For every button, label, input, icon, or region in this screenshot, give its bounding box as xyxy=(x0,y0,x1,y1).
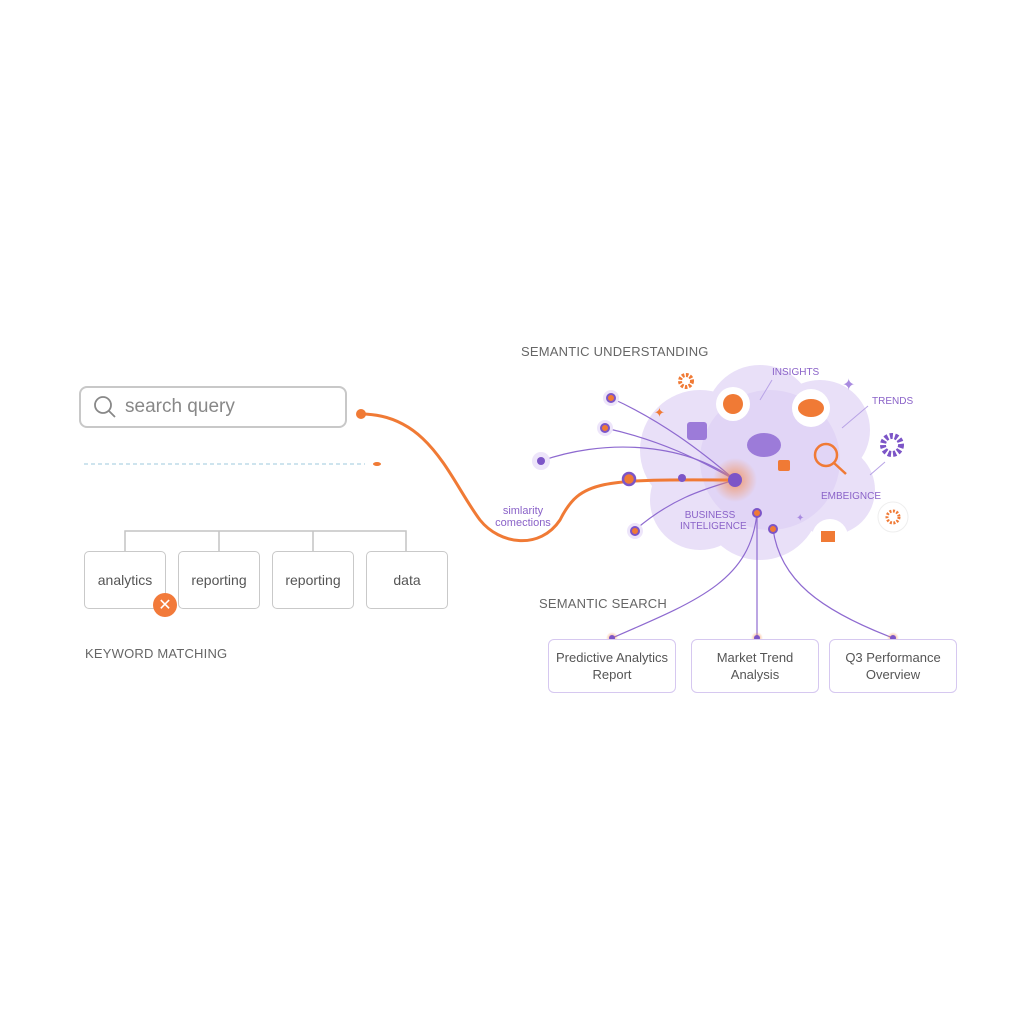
brain-icon xyxy=(716,387,750,421)
target-icon xyxy=(687,422,707,440)
cloud-icon xyxy=(747,433,781,457)
semantic-nodes xyxy=(532,390,899,644)
keyword-matching-title: KEYWORD MATCHING xyxy=(85,646,228,661)
result-line2: Report xyxy=(592,667,632,682)
result-line1: Q3 Performance xyxy=(845,650,941,665)
magnifier-icon xyxy=(813,442,847,475)
gear-icon xyxy=(678,373,694,389)
keyword-tree-lines xyxy=(124,530,407,551)
emergence-label: EMBEIGNCE xyxy=(821,491,882,502)
badge-icon xyxy=(778,460,790,471)
search-placeholder: search query xyxy=(125,396,235,417)
search-input[interactable]: search query xyxy=(79,386,347,428)
keyword-term: reporting xyxy=(272,551,354,609)
result-card[interactable]: Q3 Performance Overview xyxy=(829,639,957,693)
sparkle-icon: ✦ xyxy=(796,513,804,524)
keyword-term: data xyxy=(366,551,448,609)
connector-line1: simlarity xyxy=(502,505,544,517)
sparkle-icon: ✦ xyxy=(842,377,855,394)
business-intelligence-label: BUSINESS INTELIGENCE xyxy=(680,510,747,532)
semantic-search-title: SEMANTIC SEARCH xyxy=(539,596,667,611)
keyword-term: analytics xyxy=(84,551,166,609)
hub-node xyxy=(728,473,742,487)
brain-icon xyxy=(792,389,830,427)
insights-label: INSIGHTS xyxy=(772,367,820,378)
close-icon: ✕ xyxy=(153,593,177,617)
semantic-understanding-title: SEMANTIC UNDERSTANDING xyxy=(521,344,709,359)
gear-icon xyxy=(877,501,909,533)
trends-label: TRENDS xyxy=(872,396,914,407)
bi-line1: BUSINESS xyxy=(684,510,736,521)
result-line1: Predictive Analytics xyxy=(556,650,668,665)
search-icon xyxy=(94,396,116,418)
chart-icon xyxy=(812,519,848,555)
keyword-term: reporting xyxy=(178,551,260,609)
connector-line2: comections xyxy=(495,517,551,529)
result-card[interactable]: Market Trend Analysis xyxy=(691,639,819,693)
bi-line2: INTELIGENCE xyxy=(680,521,747,532)
result-card[interactable]: Predictive Analytics Report xyxy=(548,639,676,693)
similarity-connector xyxy=(360,412,736,543)
gear-icon xyxy=(880,433,904,457)
result-line2: Analysis xyxy=(730,667,780,682)
similarity-connections-label: simlarity comections xyxy=(488,505,558,529)
sparkle-icon: ✦ xyxy=(654,405,665,420)
result-line2: Overview xyxy=(865,667,921,682)
result-line1: Market Trend xyxy=(716,650,794,665)
